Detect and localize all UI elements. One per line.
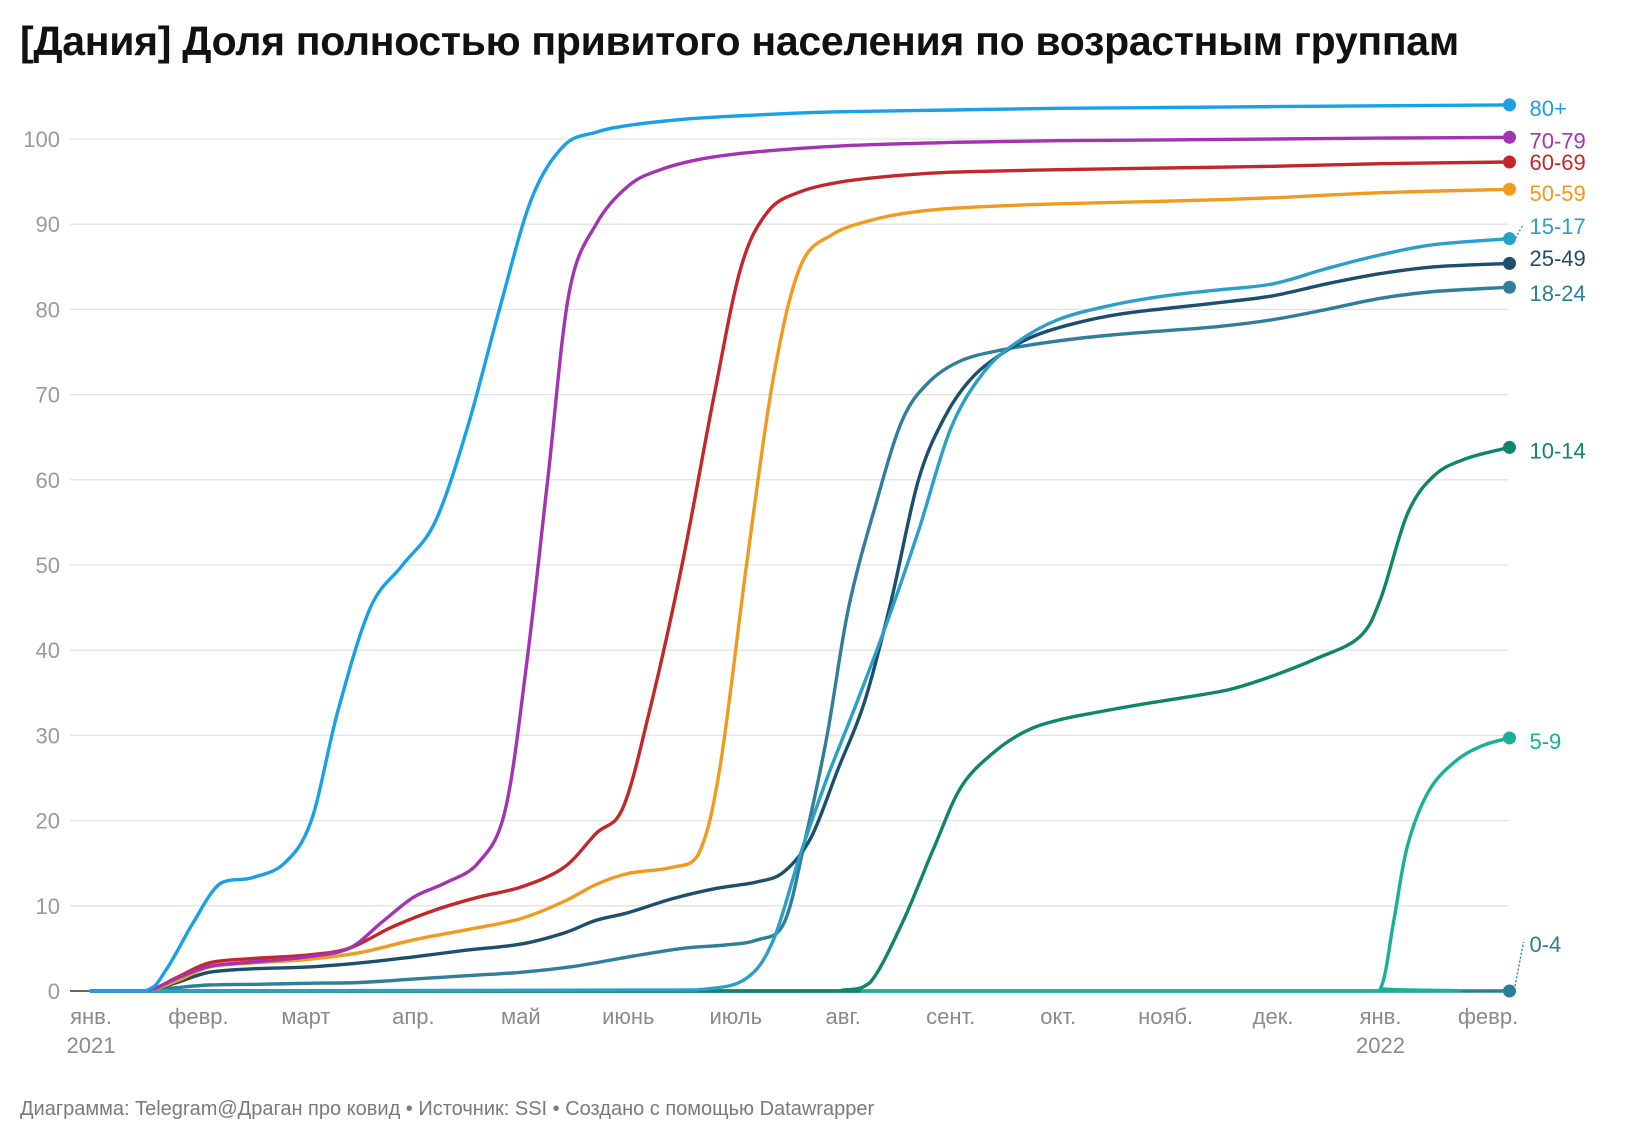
series-label-0-4: 0-4 [1529,932,1561,957]
x-tick-label: апр. [392,1004,435,1029]
series-lines [89,103,1512,993]
x-tick-label: февр. [168,1004,228,1029]
series-end-dot [1502,731,1516,745]
x-tick-label: нояб. [1138,1004,1193,1029]
series-label-50-59: 50-59 [1529,181,1585,206]
x-tick-label: июль [709,1004,762,1029]
series-end-dot [1502,182,1516,196]
y-tick-label: 10 [36,894,60,919]
series-line-70-79 [89,135,1512,993]
series-label-60-69: 60-69 [1529,150,1585,175]
series-label-5-9: 5-9 [1529,729,1561,754]
series-end-dot [1502,984,1516,998]
series-end-dot [1502,256,1516,270]
x-tick-year: 2021 [67,1033,116,1058]
x-tick-label: март [281,1004,330,1029]
x-tick-label: дек. [1253,1004,1294,1029]
series-end-dot [1502,440,1516,454]
y-tick-label: 90 [36,212,60,237]
series-end-dot [1502,98,1516,112]
series-label-80+: 80+ [1529,96,1566,121]
x-tick-label: сент. [926,1004,975,1029]
series-end-dot [1502,280,1516,294]
x-tick-label: янв. [1360,1004,1402,1029]
y-axis-labels: 0 10 20 30 40 50 60 70 80 90 100 [23,127,60,1004]
series-line-18-24 [89,285,1512,993]
y-tick-label: 40 [36,638,60,663]
chart-title: [Дания] Доля полностью привитого населен… [20,18,1459,64]
series-line-50-59 [89,187,1512,993]
series-end-dot [1502,130,1516,144]
y-tick-label: 50 [36,553,60,578]
x-tick-label: окт. [1040,1004,1076,1029]
y-tick-label: 100 [23,127,60,152]
series-end-dot [1502,232,1516,246]
series-label-15-17: 15-17 [1529,214,1585,239]
chart-footer: Диаграмма: Telegram@Драган про ковид • И… [20,1098,875,1120]
x-tick-label: авг. [826,1004,861,1029]
series-label-25-49: 25-49 [1529,246,1585,271]
y-tick-label: 70 [36,383,60,408]
series-label-18-24: 18-24 [1529,281,1585,306]
series-label-10-14: 10-14 [1529,438,1585,463]
x-axis-labels: янв. 2021 февр. март апр. май июнь июль авг. сент… [67,1004,1519,1058]
x-tick-label: февр. [1458,1004,1518,1029]
y-tick-label: 60 [36,468,60,493]
y-tick-label: 20 [36,809,60,834]
x-tick-label: янв. [70,1004,112,1029]
x-tick-year: 2022 [1356,1033,1405,1058]
series-line-25-49 [89,261,1512,993]
y-tick-label: 0 [48,979,60,1004]
series-line-10-14 [89,445,1512,993]
series-line-80+ [89,103,1512,993]
series-line-15-17 [89,237,1512,993]
x-tick-label: июнь [602,1004,654,1029]
label-leader [1512,223,1525,243]
x-tick-label: май [501,1004,541,1029]
series-end-dot [1502,155,1516,169]
y-tick-label: 30 [36,723,60,748]
label-leader [1512,941,1525,995]
y-tick-label: 80 [36,297,60,322]
series-label-70-79: 70-79 [1529,128,1585,153]
